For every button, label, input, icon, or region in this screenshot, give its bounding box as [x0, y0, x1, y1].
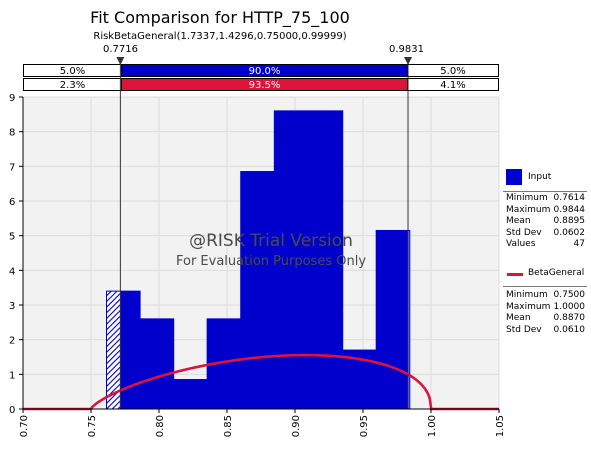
x-tick-label: 0.70 [19, 415, 30, 437]
right-delimiter-handle [404, 57, 413, 65]
input-stat-value: 0.7614 [553, 193, 586, 203]
left-delimiter-handle [116, 57, 125, 65]
y-tick-label: 7 [9, 162, 15, 173]
right-marker-label: 0.9831 [389, 44, 424, 55]
x-tick-label: 0.95 [359, 415, 370, 437]
histogram-bar [173, 379, 208, 409]
fit-stat-value: 0.8870 [553, 313, 586, 323]
input-stat-label: Maximum [506, 204, 551, 215]
y-tick-label: 3 [9, 301, 15, 312]
fit-legend-label: BetaGeneral [528, 268, 585, 278]
input-stat-label: Std Dev [506, 227, 542, 238]
x-tick-label: 0.80 [155, 415, 166, 437]
x-tick-label: 0.75 [87, 415, 98, 437]
fit-right-percent: 4.1% [407, 78, 499, 91]
y-tick-label: 8 [9, 128, 15, 139]
y-tick-label: 0 [9, 405, 15, 416]
x-tick-label: 1.00 [427, 415, 438, 437]
fit-stat-label: Maximum [506, 301, 551, 312]
histogram-bar [376, 230, 409, 409]
fit-legend-divider [503, 286, 587, 287]
histogram-bar [240, 171, 275, 409]
fit-stat-label: Std Dev [506, 324, 542, 335]
fit-percent-band: 2.3% 93.5% 4.1% [23, 78, 499, 92]
input-legend-label: Input [528, 172, 552, 182]
input-legend-swatch [506, 169, 522, 185]
input-stat-label: Minimum [506, 193, 548, 203]
fit-stat-label: Minimum [506, 290, 548, 300]
y-tick-label: 1 [9, 370, 15, 381]
fit-stat-value: 1.0000 [553, 301, 586, 312]
fit-legend-swatch [507, 273, 523, 276]
histogram-bar-hatched [106, 291, 121, 409]
input-stat-value: 0.0602 [553, 227, 586, 238]
fit-stat-value: 0.7500 [553, 290, 586, 300]
input-left-percent: 5.0% [23, 64, 122, 77]
input-stat-value: 47 [573, 239, 585, 249]
fit-stat-label: Mean [506, 313, 531, 323]
input-stat-label: Mean [506, 216, 531, 226]
input-stat-value: 0.8895 [553, 216, 586, 226]
x-tick-label: 1.05 [495, 415, 506, 437]
fit-curve-line [23, 353, 499, 411]
left-marker-label: 0.7716 [103, 44, 138, 55]
input-middle-percent: 90.0% [121, 64, 408, 77]
input-right-percent: 5.0% [407, 64, 499, 77]
histogram-bar [120, 291, 141, 409]
y-tick-label: 4 [9, 266, 15, 277]
y-tick-label: 5 [9, 232, 15, 243]
histogram-bar [140, 318, 174, 409]
x-tick-label: 0.85 [223, 415, 234, 437]
fit-stat-value: 0.0610 [553, 324, 586, 335]
y-tick-label: 6 [9, 197, 15, 208]
chart-title: Fit Comparison for HTTP_75_100 [90, 8, 350, 27]
histogram-bar-tail [408, 230, 410, 409]
histogram-bar [274, 110, 343, 409]
chart-subtitle: RiskBetaGeneral(1.7337,1.4296,0.75000,0.… [93, 31, 347, 42]
y-tick-label: 2 [9, 336, 15, 347]
input-legend-divider [503, 191, 587, 192]
y-tick-label: 9 [9, 93, 15, 104]
input-stat-label: Values [506, 239, 536, 249]
input-percent-band: 5.0% 90.0% 5.0% [23, 64, 499, 78]
x-tick-label: 0.90 [291, 415, 302, 437]
input-stat-value: 0.9844 [553, 204, 586, 215]
